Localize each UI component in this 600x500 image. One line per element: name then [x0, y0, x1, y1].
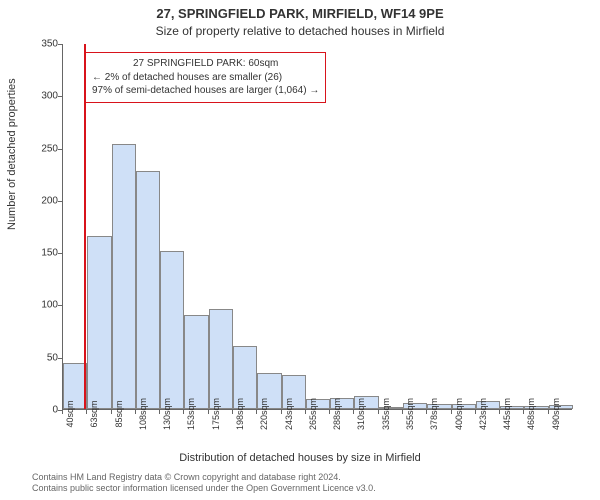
x-tick-mark	[62, 410, 63, 414]
x-tick-mark	[86, 410, 87, 414]
x-tick-label: 153sqm	[186, 398, 196, 430]
x-tick-mark	[305, 410, 306, 414]
x-tick-mark	[183, 410, 184, 414]
infobox-line: ← 2% of detached houses are smaller (26)	[92, 71, 319, 85]
footnote: Contains HM Land Registry data © Crown c…	[32, 472, 376, 495]
y-tick-mark	[58, 305, 62, 306]
x-tick-mark	[159, 410, 160, 414]
x-tick-label: 198sqm	[235, 398, 245, 430]
y-tick-mark	[58, 96, 62, 97]
reference-infobox: 27 SPRINGFIELD PARK: 60sqm← 2% of detach…	[85, 52, 326, 103]
x-tick-label: 423sqm	[478, 398, 488, 430]
histogram-bar	[87, 236, 111, 409]
y-tick-mark	[58, 358, 62, 359]
x-tick-label: 220sqm	[259, 398, 269, 430]
y-tick-mark	[58, 201, 62, 202]
y-tick-mark	[58, 44, 62, 45]
page: 27, SPRINGFIELD PARK, MIRFIELD, WF14 9PE…	[0, 0, 600, 500]
x-tick-mark	[475, 410, 476, 414]
x-tick-label: 130sqm	[162, 398, 172, 430]
x-tick-label: 243sqm	[284, 398, 294, 430]
x-tick-mark	[378, 410, 379, 414]
infobox-line: 97% of semi-detached houses are larger (…	[92, 84, 319, 98]
x-tick-label: 108sqm	[138, 398, 148, 430]
x-tick-label: 468sqm	[526, 398, 536, 430]
x-tick-mark	[281, 410, 282, 414]
y-tick-label: 150	[8, 248, 58, 259]
y-tick-label: 100	[8, 300, 58, 311]
histogram-bar	[136, 171, 160, 409]
x-tick-label: 490sqm	[551, 398, 561, 430]
x-tick-mark	[548, 410, 549, 414]
histogram-bar	[209, 309, 233, 409]
x-tick-mark	[402, 410, 403, 414]
y-tick-label: 350	[8, 39, 58, 50]
x-tick-mark	[523, 410, 524, 414]
histogram-bar	[160, 251, 184, 409]
x-tick-mark	[451, 410, 452, 414]
x-tick-label: 40sqm	[65, 400, 75, 427]
y-tick-label: 200	[8, 195, 58, 206]
x-tick-mark	[256, 410, 257, 414]
x-tick-label: 175sqm	[211, 398, 221, 430]
y-tick-label: 0	[8, 405, 58, 416]
x-tick-mark	[426, 410, 427, 414]
x-tick-label: 400sqm	[454, 398, 464, 430]
x-axis-label: Distribution of detached houses by size …	[0, 452, 600, 464]
x-tick-label: 288sqm	[332, 398, 342, 430]
x-tick-mark	[208, 410, 209, 414]
y-tick-mark	[58, 253, 62, 254]
x-tick-label: 335sqm	[381, 398, 391, 430]
x-tick-label: 63sqm	[89, 400, 99, 427]
y-tick-label: 300	[8, 91, 58, 102]
infobox-line: 27 SPRINGFIELD PARK: 60sqm	[92, 57, 319, 71]
y-tick-label: 250	[8, 143, 58, 154]
x-tick-mark	[232, 410, 233, 414]
x-tick-label: 85sqm	[114, 400, 124, 427]
x-tick-mark	[329, 410, 330, 414]
x-tick-label: 265sqm	[308, 398, 318, 430]
x-tick-label: 355sqm	[405, 398, 415, 430]
chart-title-main: 27, SPRINGFIELD PARK, MIRFIELD, WF14 9PE	[0, 6, 600, 21]
plot-area: 27 SPRINGFIELD PARK: 60sqm← 2% of detach…	[62, 44, 572, 410]
x-tick-label: 445sqm	[502, 398, 512, 430]
y-tick-mark	[58, 149, 62, 150]
histogram-bar	[184, 315, 208, 409]
histogram-bar	[112, 144, 136, 409]
chart-title-sub: Size of property relative to detached ho…	[0, 24, 600, 38]
x-tick-mark	[499, 410, 500, 414]
y-tick-label: 50	[8, 352, 58, 363]
x-tick-label: 310sqm	[356, 398, 366, 430]
x-tick-mark	[135, 410, 136, 414]
x-tick-label: 378sqm	[429, 398, 439, 430]
x-tick-mark	[353, 410, 354, 414]
x-tick-mark	[111, 410, 112, 414]
